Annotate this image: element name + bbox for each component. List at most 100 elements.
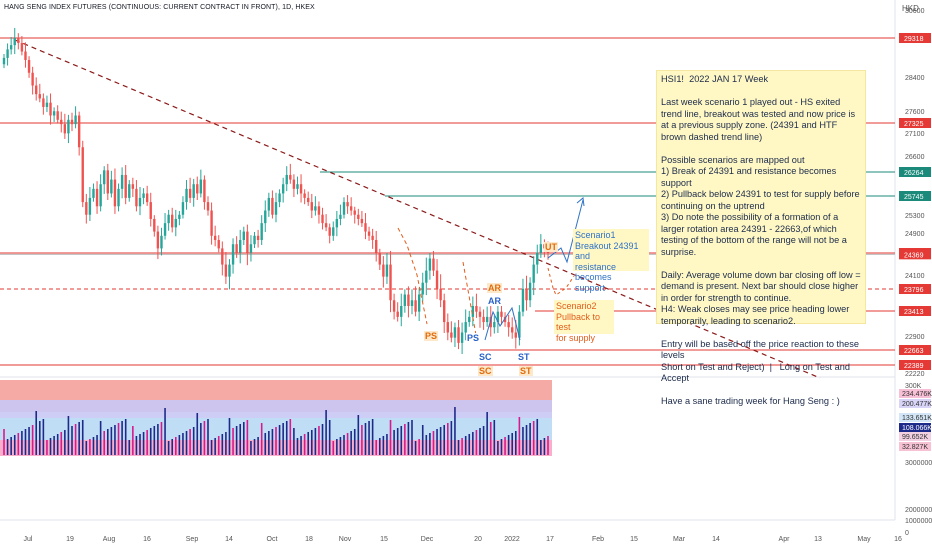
candle-body: [285, 174, 288, 185]
volume-bar: [364, 423, 367, 455]
candle-body: [446, 322, 449, 333]
volume-bar: [525, 425, 528, 455]
candle-body: [475, 306, 478, 312]
volume-bar: [400, 426, 403, 455]
label-ar-orange: AR: [487, 283, 502, 293]
volume-badge: [899, 442, 931, 451]
candle-body: [360, 218, 364, 224]
volume-bar: [325, 410, 327, 455]
candle-body: [525, 288, 528, 301]
candle-body: [45, 102, 49, 107]
volume-bar: [60, 432, 63, 455]
level-badge: [899, 167, 931, 177]
level-badge: [899, 249, 931, 260]
volume-bar: [475, 430, 478, 455]
volume-bar: [310, 430, 313, 455]
volume-tick-label: 0: [905, 530, 909, 537]
scenario1-arrowhead: [576, 197, 585, 207]
trend-lines: [14, 39, 821, 379]
candle-body: [113, 179, 117, 207]
volume-bar: [24, 429, 27, 455]
candle-body: [539, 244, 543, 253]
volume-bar: [318, 426, 320, 455]
time-tick-label: 14: [225, 536, 233, 543]
time-tick-label: 13: [814, 536, 822, 543]
volume-bar: [418, 439, 420, 455]
volume-bar: [289, 419, 292, 455]
candle-body: [20, 43, 24, 52]
candle-body: [74, 115, 77, 125]
volume-bar: [31, 425, 34, 455]
volume-bar: [10, 437, 12, 455]
candle-body: [278, 193, 281, 203]
candle-body: [85, 202, 88, 215]
price-axis: 2840027600271002660025700253002490024500…: [899, 8, 931, 378]
volume-tick-label: 2000000: [905, 507, 932, 514]
candle-body: [60, 119, 63, 125]
volume-badge: [899, 413, 931, 422]
label-ps-blue: PS: [466, 333, 481, 343]
volume-bar: [371, 419, 374, 455]
candle-body: [253, 235, 256, 245]
volume-tick-label: 300K: [905, 383, 922, 390]
candle-body: [464, 322, 467, 333]
candle-body: [339, 214, 342, 219]
volume-badge: [899, 389, 931, 398]
candle-body: [2, 57, 6, 65]
level-badge-label: 27325: [904, 121, 924, 128]
candle-body: [432, 258, 435, 271]
candle-body: [496, 311, 500, 323]
candle-body: [246, 231, 249, 253]
volume-bar: [132, 426, 134, 455]
volume-bar: [239, 424, 242, 455]
time-tick-label: 15: [630, 536, 638, 543]
volume-bar: [375, 440, 378, 455]
candle-body: [106, 170, 109, 194]
time-tick-label: 16: [143, 536, 151, 543]
volume-bar: [353, 429, 356, 455]
volume-bar: [56, 434, 59, 455]
volume-bar: [81, 420, 84, 455]
candle-body: [396, 311, 399, 317]
candle-body: [453, 327, 457, 338]
volume-bar: [242, 422, 245, 455]
volume-bar: [350, 431, 352, 455]
candle-body: [103, 170, 106, 185]
analysis-note[interactable]: HSI1! 2022 JAN 17 Week Last week scenari…: [656, 70, 866, 406]
volume-bar: [246, 420, 249, 455]
candle-body: [149, 202, 152, 219]
candle-body: [353, 210, 356, 215]
candle-body: [70, 119, 74, 125]
candle-body: [196, 184, 199, 194]
candle-body: [27, 60, 31, 73]
candle-body: [77, 115, 81, 148]
candle-body: [289, 174, 292, 180]
time-tick-label: 20: [474, 536, 482, 543]
candle-body: [267, 197, 271, 211]
volume-bar: [436, 429, 438, 455]
candle-body: [518, 311, 521, 338]
volume-bar: [450, 421, 453, 455]
volume-bar: [443, 425, 446, 455]
candle-body: [493, 322, 496, 328]
candle-body: [439, 288, 442, 301]
candle-body: [357, 214, 360, 219]
price-tick-label: 22900: [905, 334, 925, 341]
volume-bar: [368, 421, 370, 455]
volume-bar: [378, 438, 381, 455]
label-sc-orange: SC: [478, 366, 493, 376]
scenario1-callout[interactable]: Scenario1 Breakout 24391 and resistance …: [573, 229, 649, 293]
volume-badge: [899, 423, 931, 432]
candle-body: [142, 193, 145, 198]
label-ut: UT: [544, 242, 558, 252]
scenario2-callout[interactable]: Scenario2 Pullback to test for supply: [554, 300, 614, 343]
candle-body: [307, 197, 310, 203]
volume-bar: [532, 421, 535, 455]
candle-body: [206, 202, 210, 211]
volume-bar: [117, 423, 120, 455]
volume-bar: [103, 431, 106, 455]
volume-bar: [332, 441, 335, 455]
candle-body: [124, 174, 127, 198]
candle-body: [6, 49, 9, 58]
